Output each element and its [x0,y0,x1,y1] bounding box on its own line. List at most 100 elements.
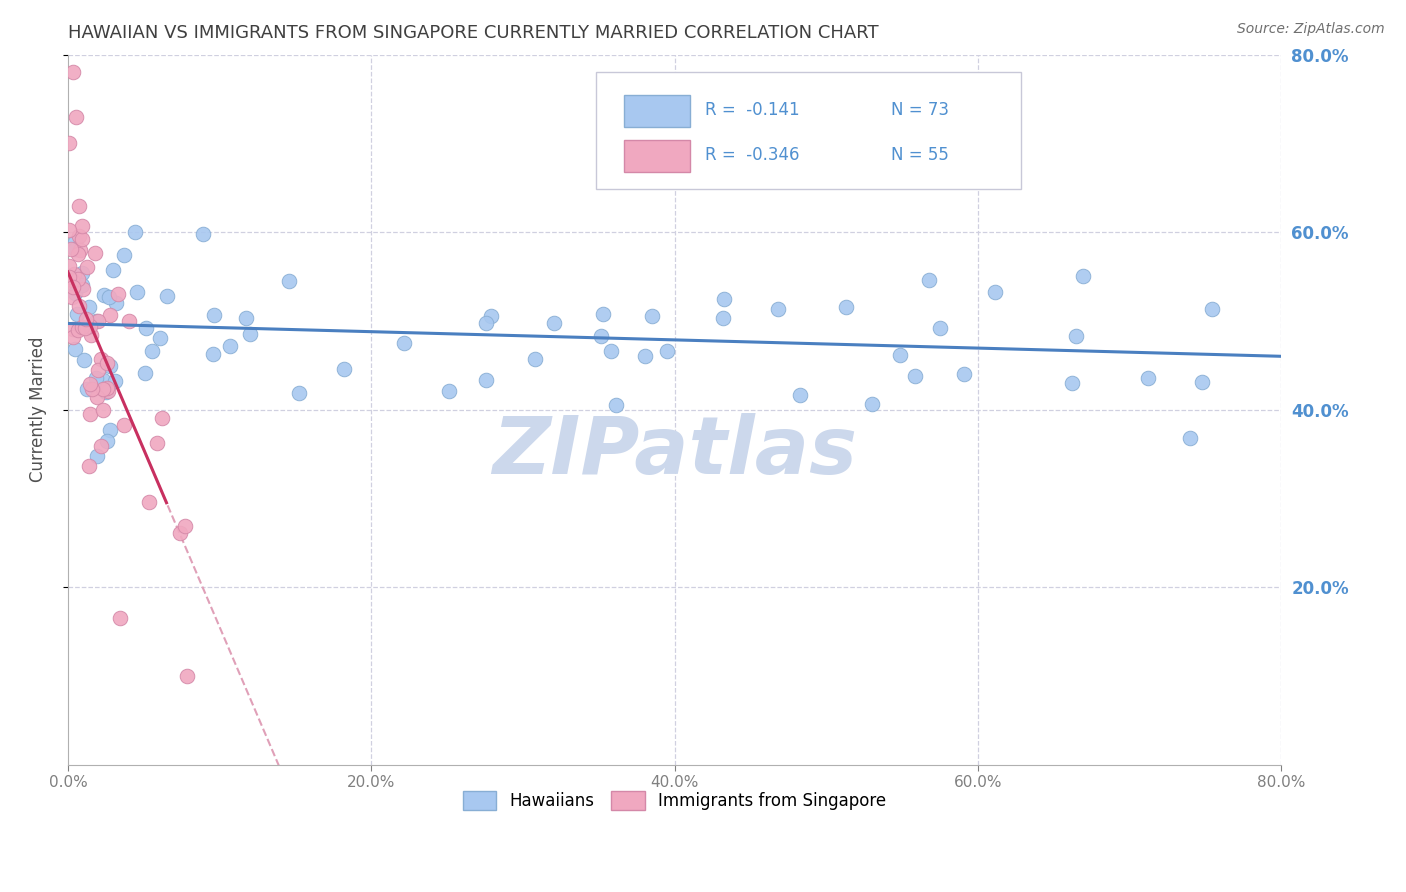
Point [118,313,141,327]
Point [65,285,87,300]
Text: N = 55: N = 55 [890,146,949,164]
Point [860,397,883,411]
Point [288,386,311,401]
Point [600,343,623,358]
Point [108,610,131,624]
Point [953,367,976,381]
Bar [624,95,690,127]
Point [655,343,678,358]
Point [87,363,110,377]
Point [219,339,242,353]
Point [72,232,94,246]
Text: N = 73: N = 73 [890,101,949,119]
Point [141,343,163,358]
FancyBboxPatch shape [596,72,1021,189]
Point [66,323,89,337]
Point [65,307,87,321]
Point [135,320,157,334]
Point [173,518,195,533]
Point [97,290,120,304]
Point [239,327,262,342]
Point [63,268,86,282]
Point [93,382,115,396]
Point [58,260,80,274]
Point [929,321,952,335]
Point [124,225,146,239]
Point [169,526,191,541]
Point [101,263,124,277]
Point [523,351,546,366]
Point [543,316,565,330]
Point [125,285,148,300]
Point [98,424,121,438]
Point [96,381,118,395]
Point [474,373,496,387]
Bar [624,140,690,172]
Point [72,319,94,334]
Point [889,348,911,362]
Point [62,329,84,343]
Text: R =  -0.141: R = -0.141 [704,101,800,119]
Text: ZIPatlas: ZIPatlas [492,413,858,491]
Point [835,301,858,315]
Point [235,310,257,325]
Point [82,383,104,397]
Point [84,314,107,328]
Point [766,301,789,316]
Point [202,347,225,361]
Point [98,359,121,374]
Point [156,288,179,302]
Point [904,369,927,384]
Point [634,349,657,363]
Point [60,290,83,304]
Point [918,273,941,287]
Point [62,65,84,79]
Point [789,388,811,402]
Point [93,288,115,302]
Point [86,390,108,404]
Point [79,407,101,421]
Point [112,417,135,432]
Point [62,280,84,294]
Point [60,273,83,287]
Text: HAWAIIAN VS IMMIGRANTS FROM SINGAPORE CURRENTLY MARRIED CORRELATION CHART: HAWAIIAN VS IMMIGRANTS FROM SINGAPORE CU… [67,24,879,42]
Point [65,235,87,249]
Point [984,285,1007,299]
Point [77,300,100,314]
Point [87,313,110,327]
Point [481,310,503,324]
Point [60,243,83,257]
Point [1060,376,1083,391]
Point [66,247,89,261]
Point [97,384,120,398]
Point [150,411,173,425]
Text: R =  -0.346: R = -0.346 [704,146,800,164]
Point [592,307,614,321]
Point [70,278,93,293]
Point [93,403,115,417]
Point [96,385,118,400]
Point [65,242,87,256]
Point [641,309,664,323]
Point [1064,329,1087,343]
Point [58,269,80,284]
Point [90,352,112,367]
Point [96,356,118,370]
Point [62,322,84,336]
Point [392,335,415,350]
Legend: Hawaiians, Immigrants from Singapore: Hawaiians, Immigrants from Singapore [457,784,893,816]
Point [67,199,90,213]
Point [1136,371,1159,385]
Point [76,260,98,274]
Point [112,248,135,262]
Point [65,342,87,356]
Point [91,372,114,386]
Point [202,308,225,322]
Point [134,367,156,381]
Point [277,274,299,288]
Point [1071,269,1094,284]
Point [84,371,107,385]
Text: Source: ZipAtlas.com: Source: ZipAtlas.com [1237,22,1385,37]
Point [591,329,613,343]
Point [713,292,735,306]
